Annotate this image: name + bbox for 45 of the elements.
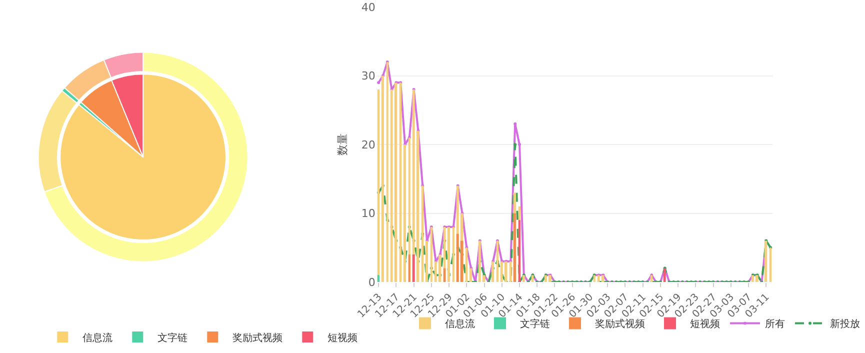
y-tick-label: 20 <box>361 138 376 152</box>
bar <box>403 144 406 282</box>
legend-label: 信息流 <box>445 318 475 330</box>
bar <box>504 261 508 282</box>
bar <box>452 227 454 282</box>
bar <box>548 275 552 282</box>
bar <box>425 240 428 282</box>
legend-label: 短视频 <box>328 332 358 344</box>
legend-label: 所有 <box>765 318 785 330</box>
legend-label: 奖励式视频 <box>595 318 645 330</box>
bar <box>593 275 596 282</box>
y-tick-label: 10 <box>361 207 376 220</box>
legend-label: 文字链 <box>158 332 188 344</box>
y-tick-label: 30 <box>361 70 376 83</box>
bar <box>601 275 604 282</box>
bar <box>408 254 410 282</box>
bar <box>430 227 432 282</box>
bar <box>663 268 666 282</box>
bar <box>764 240 768 282</box>
bar <box>447 227 450 282</box>
bar <box>381 76 384 282</box>
bar <box>412 254 415 282</box>
y-tick-label: 0 <box>368 276 376 289</box>
bar <box>496 240 498 282</box>
legend-label: 文字链 <box>520 318 550 330</box>
bar <box>597 275 600 282</box>
bar <box>522 275 525 282</box>
bar <box>755 275 758 282</box>
legend-label: 短视频 <box>690 318 720 330</box>
bar <box>469 268 472 282</box>
y-tick-label: 40 <box>361 0 376 14</box>
legend-label: 奖励式视频 <box>232 332 283 344</box>
bar <box>769 248 772 282</box>
bar <box>386 62 388 282</box>
bar <box>456 234 459 282</box>
legend-label: 新投放 <box>830 318 860 330</box>
y-axis-title: 数量 <box>336 134 350 156</box>
bar <box>650 275 653 282</box>
bar <box>513 213 516 282</box>
bar <box>478 240 481 282</box>
bar <box>518 220 520 282</box>
legend-label: 信息流 <box>82 332 113 344</box>
bar <box>377 275 380 282</box>
bar <box>399 82 402 282</box>
bar <box>491 261 494 282</box>
